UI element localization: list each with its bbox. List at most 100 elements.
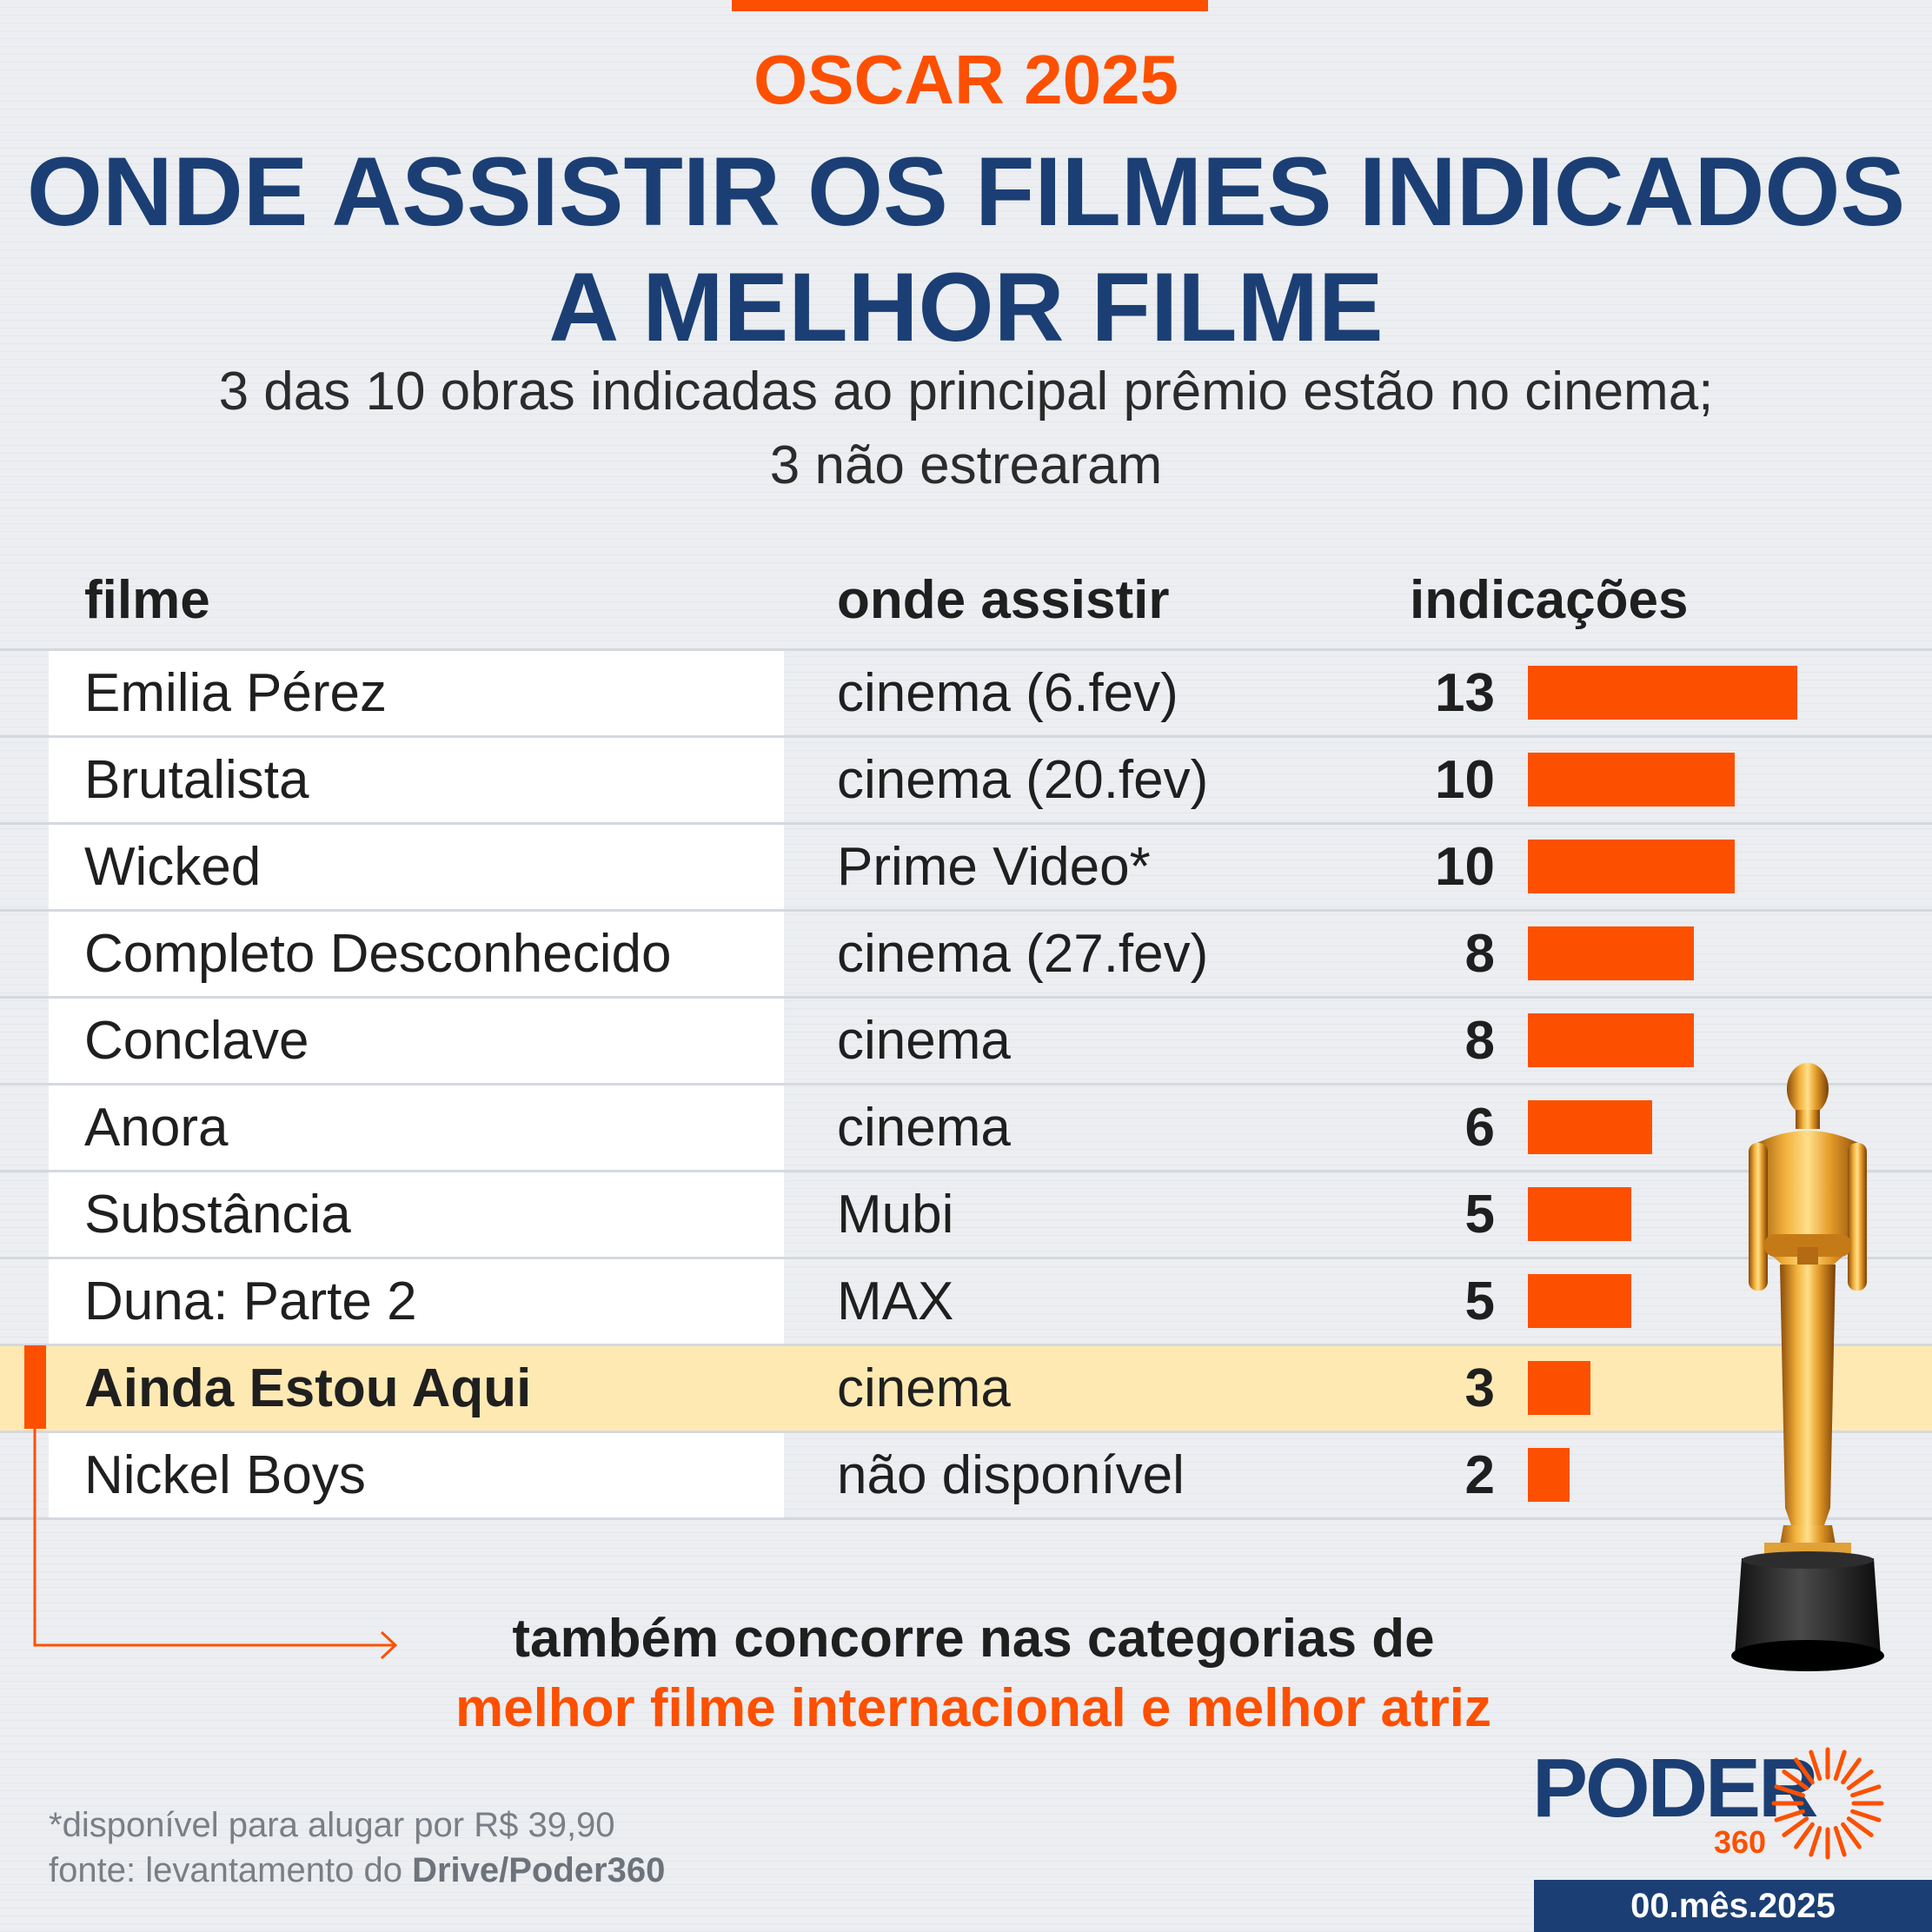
nominations-bar: [1528, 1448, 1570, 1502]
table-row: Nickel Boys não disponível 2: [0, 1433, 1932, 1517]
sun-ray: [1782, 1769, 1809, 1790]
film-cell: [49, 912, 784, 996]
sun-ray: [1846, 1816, 1874, 1837]
nominations-bar: [1528, 1274, 1631, 1328]
sun-burst-icon: [1771, 1747, 1884, 1860]
row-divider: [0, 1344, 1932, 1346]
row-divider: [0, 1083, 1932, 1086]
row-divider: [0, 735, 1932, 738]
nominations-count: 10: [1435, 750, 1495, 810]
footnote-rental: *disponível para alugar por R$ 39,90: [49, 1806, 615, 1844]
nominations-bar: [1528, 1100, 1652, 1154]
nominations-bar: [1528, 753, 1735, 807]
film-title: Anora: [84, 1098, 229, 1158]
film-cell: [49, 825, 784, 909]
film-title: Emilia Pérez: [84, 663, 387, 723]
table-row: Ainda Estou Aqui cinema 3: [0, 1346, 1932, 1431]
nominations-count: 2: [1464, 1445, 1495, 1505]
subtitle-line-2: 3 não estrearam: [769, 435, 1163, 495]
film-cell: [49, 1086, 784, 1170]
film-title: Conclave: [84, 1011, 309, 1071]
film-cell: [49, 1259, 784, 1344]
where-to-watch: não disponível: [837, 1445, 1185, 1505]
sun-ray: [1850, 1784, 1882, 1798]
top-accent-bar: [732, 0, 1208, 11]
film-title: Completo Desconhecido: [84, 924, 672, 984]
nominations-count: 8: [1464, 1011, 1495, 1071]
sun-ray: [1841, 1822, 1862, 1849]
nominations-count: 13: [1435, 663, 1495, 723]
row-divider: [0, 1257, 1932, 1259]
nominations-count: 3: [1464, 1358, 1495, 1418]
nominations-bar: [1528, 926, 1694, 980]
table-row: Emilia Pérez cinema (6.fev) 13: [0, 651, 1932, 735]
table-row: Anora cinema 6: [0, 1086, 1932, 1170]
film-cell: [49, 651, 784, 735]
row-divider: [0, 1517, 1932, 1520]
row-divider: [0, 996, 1932, 999]
sun-ray: [1841, 1757, 1862, 1785]
source-prefix: fonte: levantamento do: [49, 1851, 413, 1889]
where-to-watch: Mubi: [837, 1185, 954, 1245]
callout-line-2: melhor filme internacional e melhor atri…: [455, 1678, 1492, 1738]
callout-arrow-head: [380, 1630, 398, 1660]
date-box: 00.mês.2025: [1534, 1880, 1932, 1932]
nominations-count: 8: [1464, 924, 1495, 984]
oscar-statuette-icon: [1731, 1063, 1884, 1671]
nominations-count: 10: [1435, 837, 1495, 897]
subtitle-line-1: 3 das 10 obras indicadas ao principal pr…: [218, 362, 1714, 422]
source-name: Drive/Poder360: [412, 1851, 666, 1889]
film-title: Substância: [84, 1185, 351, 1245]
film-title: Duna: Parte 2: [84, 1271, 417, 1331]
where-to-watch: MAX: [837, 1271, 954, 1331]
callout-line-1: também concorre nas categorias de: [512, 1609, 1435, 1669]
where-to-watch: cinema: [837, 1098, 1011, 1158]
title-line-1: ONDE ASSISTIR OS FILMES INDICADOS: [26, 137, 1906, 246]
nominations-bar: [1528, 1361, 1590, 1415]
sun-ray: [1850, 1809, 1882, 1822]
where-to-watch: cinema: [837, 1011, 1011, 1071]
where-to-watch: cinema (6.fev): [837, 663, 1178, 723]
sun-ray: [1794, 1757, 1815, 1785]
table-row: Completo Desconhecido cinema (27.fev) 8: [0, 912, 1932, 996]
column-header-indicacoes: indicações: [1410, 570, 1689, 630]
title-line-2: A MELHOR FILME: [548, 253, 1384, 362]
where-to-watch: Prime Video*: [837, 837, 1151, 897]
column-header-filme: filme: [84, 570, 210, 630]
sun-ray: [1774, 1784, 1805, 1798]
nominations-count: 6: [1464, 1098, 1495, 1158]
table-row: Substância Mubi 5: [0, 1172, 1932, 1257]
film-cell: [49, 1433, 784, 1517]
film-title: Ainda Estou Aqui: [84, 1358, 532, 1418]
film-title: Wicked: [84, 837, 262, 897]
callout-arrow-line: [33, 1429, 395, 1647]
table-row: Duna: Parte 2 MAX 5: [0, 1259, 1932, 1344]
sun-ray: [1833, 1749, 1847, 1781]
sun-ray: [1774, 1809, 1805, 1822]
film-title: Nickel Boys: [84, 1445, 366, 1505]
where-to-watch: cinema: [837, 1358, 1011, 1418]
where-to-watch: cinema (27.fev): [837, 924, 1209, 984]
nominations-bar: [1528, 840, 1735, 893]
sun-ray: [1833, 1826, 1847, 1857]
row-divider: [0, 1170, 1932, 1172]
highlight-marker: [24, 1345, 46, 1429]
publication-date: 00.mês.2025: [1630, 1887, 1836, 1925]
sun-ray: [1809, 1826, 1822, 1857]
nominations-bar: [1528, 1013, 1694, 1067]
sun-ray: [1782, 1816, 1809, 1837]
film-cell: [49, 738, 784, 822]
row-divider: [0, 822, 1932, 825]
film-cell: [49, 999, 784, 1083]
row-divider: [0, 1431, 1932, 1433]
logo-wordmark: PODER: [1532, 1742, 1818, 1835]
kicker: OSCAR 2025: [753, 41, 1179, 118]
logo-number: 360: [1714, 1824, 1767, 1860]
column-header-onde-assistir: onde assistir: [837, 570, 1170, 630]
sun-ray: [1846, 1769, 1874, 1790]
where-to-watch: cinema (20.fev): [837, 750, 1209, 810]
nominations-count: 5: [1464, 1271, 1495, 1331]
table-row: Conclave cinema 8: [0, 999, 1932, 1083]
